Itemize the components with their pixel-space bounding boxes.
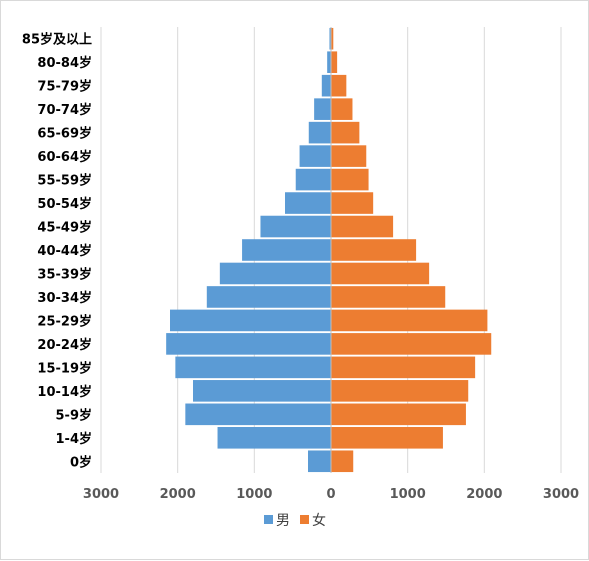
bar-male xyxy=(185,403,331,426)
bar-female xyxy=(331,239,417,261)
bar-female xyxy=(331,121,360,144)
x-tick-label: 3000 xyxy=(83,487,119,502)
bar-male xyxy=(242,239,331,261)
bar-female xyxy=(331,403,466,426)
y-tick-label: 20-24岁 xyxy=(37,337,92,353)
bar-male xyxy=(175,356,331,379)
bar-male xyxy=(260,215,331,238)
y-tick-label: 10-14岁 xyxy=(37,384,92,400)
bar-female xyxy=(331,168,369,191)
bar-male xyxy=(314,98,331,120)
y-tick-label: 15-19岁 xyxy=(37,360,92,376)
bar-male xyxy=(170,309,331,332)
x-tick-label: 1000 xyxy=(236,487,272,502)
y-tick-label: 30-34岁 xyxy=(37,290,92,306)
y-tick-label: 80-84岁 xyxy=(37,55,92,71)
x-tick-label: 0 xyxy=(326,487,335,502)
bar-male xyxy=(308,121,331,144)
label-layer: 3000 2000 1000 0 1000 2000 3000 0岁 1-4岁 5-9岁 10-14… xyxy=(22,32,579,502)
y-tick-label: 55-59岁 xyxy=(37,173,92,189)
x-tick-label: 2000 xyxy=(160,487,196,502)
y-tick-label: 0岁 xyxy=(70,454,92,470)
bar-female xyxy=(331,27,334,50)
bar-male xyxy=(299,145,331,167)
bar-female xyxy=(331,356,476,379)
bar-female xyxy=(331,309,488,332)
bar-male xyxy=(308,450,331,473)
legend-label: 男 xyxy=(276,513,290,529)
y-tick-label: 50-54岁 xyxy=(37,196,92,212)
bar-female xyxy=(331,426,443,449)
bar-female xyxy=(331,51,338,74)
bar-male xyxy=(206,286,331,308)
bar-layer xyxy=(166,27,492,473)
y-tick-label: 5-9岁 xyxy=(56,407,93,423)
y-tick-label: 25-29岁 xyxy=(37,313,92,329)
bar-male xyxy=(217,426,331,449)
bar-male xyxy=(193,380,331,402)
x-tick-label: 2000 xyxy=(466,487,502,502)
bar-female xyxy=(331,262,430,285)
bar-female xyxy=(331,333,492,355)
bar-male xyxy=(285,192,331,214)
bar-female xyxy=(331,286,446,308)
legend-swatch xyxy=(300,515,309,524)
bar-male xyxy=(327,51,331,74)
legend-swatch xyxy=(264,515,273,524)
y-tick-label: 85岁及以上 xyxy=(22,32,92,48)
bar-female xyxy=(331,192,374,214)
bar-female xyxy=(331,145,367,167)
legend-label: 女 xyxy=(312,512,326,529)
x-tick-label: 3000 xyxy=(543,487,579,502)
bar-male xyxy=(329,27,331,50)
y-tick-label: 75-79岁 xyxy=(37,79,92,95)
y-tick-label: 60-64岁 xyxy=(37,149,92,165)
y-tick-label: 65-69岁 xyxy=(37,126,92,142)
bar-male xyxy=(321,74,331,97)
bar-female xyxy=(331,380,469,402)
bar-male xyxy=(295,168,331,191)
bar-female xyxy=(331,98,353,120)
y-tick-label: 70-74岁 xyxy=(37,102,92,118)
y-tick-label: 35-39岁 xyxy=(37,266,92,282)
y-tick-label: 45-49岁 xyxy=(37,220,92,236)
x-tick-label: 1000 xyxy=(390,487,426,502)
bar-male xyxy=(166,333,331,355)
legend: 男女 xyxy=(264,512,326,529)
y-tick-label: 1-4岁 xyxy=(56,431,93,447)
bar-female xyxy=(331,450,354,473)
y-tick-label: 40-44岁 xyxy=(37,243,92,259)
bar-male xyxy=(219,262,331,285)
bar-female xyxy=(331,74,347,97)
bar-female xyxy=(331,215,394,238)
